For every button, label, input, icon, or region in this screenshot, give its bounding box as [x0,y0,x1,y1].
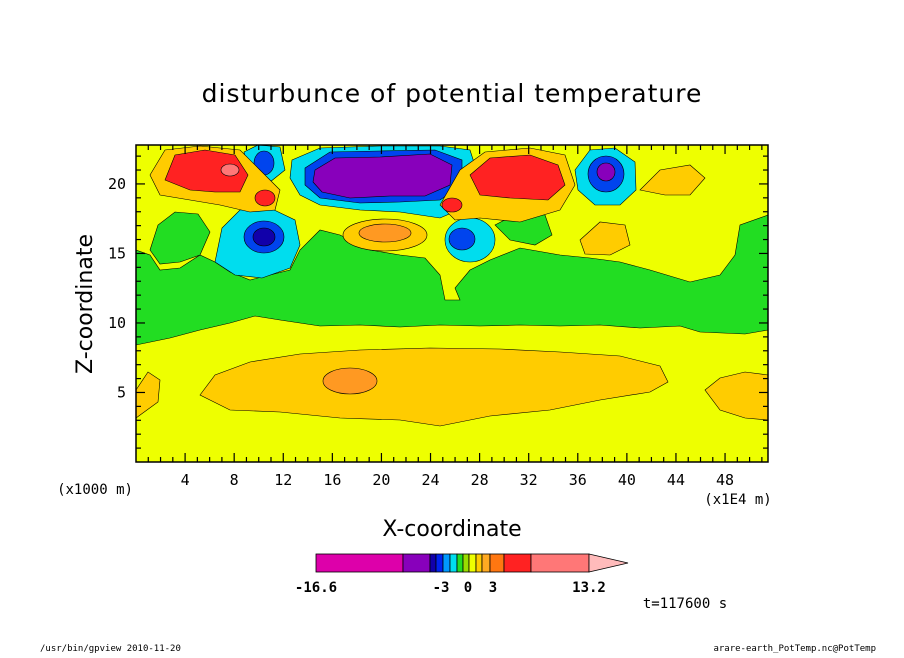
x-tick-label: 32 [520,471,538,489]
region-darkorange-mid-blob [358,223,412,243]
x-tick-label: 4 [181,471,190,489]
heatmap-field [136,145,768,462]
time-label: t=117600 s [643,596,727,612]
colorbar-segment [442,553,451,573]
region-orange-right [704,371,768,421]
x-tick-label: 8 [230,471,239,489]
x-tick-label: 28 [471,471,489,489]
colorbar-mid-label-0: 0 [464,580,472,596]
x-tick-label: 40 [618,471,636,489]
region-pink-topleft [220,163,240,177]
colorbar-segment [449,553,458,573]
x-tick-label: 36 [569,471,587,489]
colorbar-segment [315,553,404,573]
colorbar-segment [530,553,590,573]
colorbar-segment [468,553,477,573]
x-tick-label: 12 [274,471,292,489]
x-axis-label: X-coordinate [382,517,521,542]
colorbar-min-label: -16.6 [295,580,337,596]
colorbar-max-arrow [588,553,629,573]
colorbar-segment [402,553,431,573]
colorbar-segment [481,553,491,573]
colorbar-segment [475,553,483,573]
x-tick-label: 48 [716,471,734,489]
region-darkorange-lower [322,367,378,395]
x-tick-label: 24 [421,471,439,489]
colorbar-segment [435,553,444,573]
x-unit-left: (x1000 m) [57,482,133,498]
y-tick-label: 15 [108,244,126,262]
colorbar-segment [503,553,532,573]
region-orange-lower [199,347,669,427]
region-blue-mid-right [448,227,476,251]
region-red-topmid [469,154,566,201]
colorbar-segment [462,553,470,573]
colorbar-segment [429,553,437,573]
x-unit-right: (x1E4 m) [704,492,771,508]
x-tick-label: 20 [372,471,390,489]
colorbar-mid-label-neg3: -3 [433,580,450,596]
colorbar [315,553,629,573]
x-tick-label: 16 [323,471,341,489]
region-purple-right [596,162,616,182]
footer-left: /usr/bin/gpview 2010-11-20 [40,644,181,654]
colorbar-segment [456,553,464,573]
region-darkblue-left [252,227,276,247]
region-red-topmid-small [441,197,463,213]
y-tick-label: 20 [108,175,126,193]
chart-title: disturbunce of potential temperature [202,79,703,108]
region-orange-upper-right [639,164,706,196]
region-purple-center [312,153,453,199]
region-orange-upper-mid [579,221,631,256]
y-axis-label: Z-coordinate [73,234,98,374]
footer-right: arare-earth_PotTemp.nc@PotTemp [713,644,876,654]
region-orange-left [136,371,161,419]
plot-frame [135,144,769,463]
colorbar-max-label: 13.2 [572,580,606,596]
colorbar-mid-label-3: 3 [489,580,497,596]
region-red-left-small [254,189,276,207]
x-tick-label: 44 [667,471,685,489]
y-tick-label: 10 [108,314,126,332]
colorbar-segment [489,553,505,573]
region-green-left [149,211,211,265]
y-tick-label: 5 [117,383,126,401]
